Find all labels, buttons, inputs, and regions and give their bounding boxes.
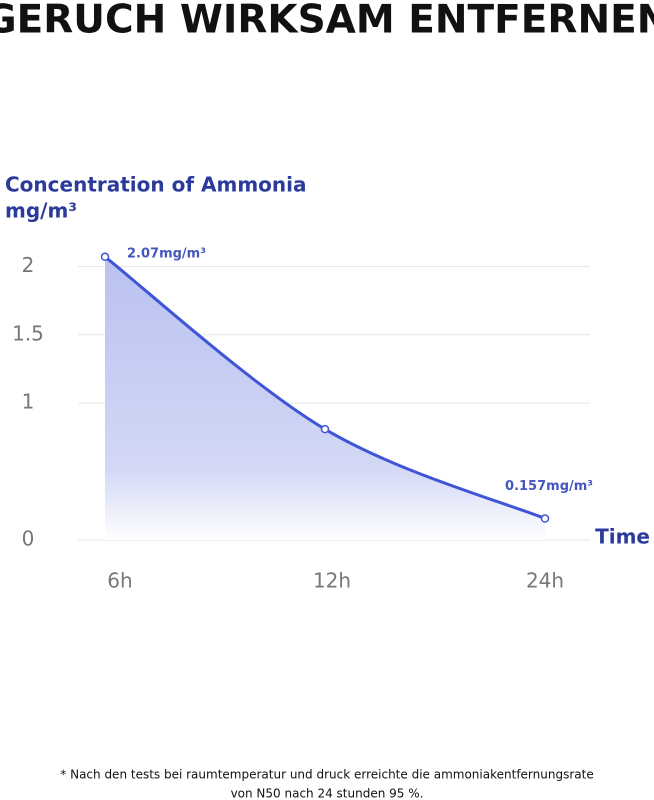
y-tick-label: 1.5 [12, 321, 44, 345]
value-label: 2.07mg/m³ [127, 246, 206, 261]
y-tick-label: 0 [22, 527, 35, 551]
footnote: * Nach den tests bei raumtemperatur und … [60, 768, 593, 782]
y-axis-unit: mg/m³ [5, 199, 77, 223]
point [100, 252, 110, 262]
y-tick-label: 2 [22, 253, 35, 277]
point [540, 514, 550, 523]
x-tick-label: 12h [313, 569, 351, 593]
value-label: 0.157mg/m³ [505, 479, 593, 494]
page-title: GERUCH WIRKSAM ENTFERNEN [0, 0, 654, 43]
x-tick-label: 6h [107, 569, 132, 593]
y-axis-label: Concentration of Ammonia [5, 173, 306, 197]
area [105, 256, 545, 540]
x-tick-label: 24h [526, 569, 564, 593]
footnote: von N50 nach 24 stunden 95 %. [231, 787, 424, 800]
x-axis-label: Time [595, 525, 650, 549]
point [320, 424, 330, 434]
y-tick-label: 1 [22, 390, 35, 414]
